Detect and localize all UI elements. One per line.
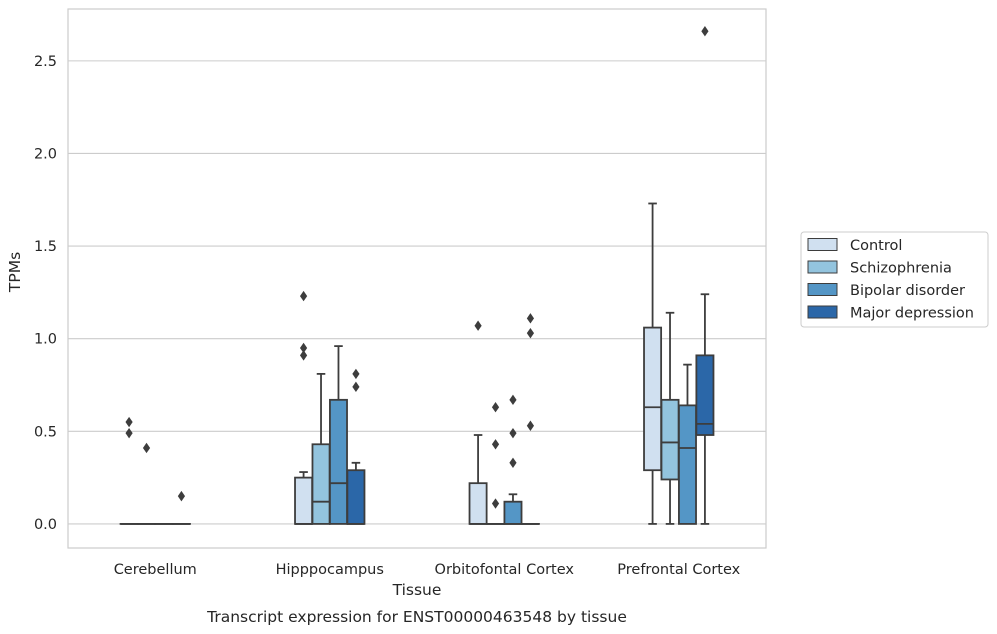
box — [503, 500, 523, 525]
outlier-point — [701, 26, 709, 37]
legend-swatch — [807, 305, 838, 319]
box-schizophrenia-0 — [137, 442, 156, 525]
legend-frame — [800, 231, 989, 328]
y-axis-ticks: 0.0 0.5 1.0 1.5 2.0 2.5 — [34, 54, 57, 533]
y-tick-label: 1.5 — [34, 239, 57, 255]
box — [346, 469, 366, 525]
outlier-point — [352, 381, 360, 393]
plot-frame — [67, 8, 767, 549]
outlier-point — [491, 498, 500, 509]
box-schizophrenia-2 — [486, 402, 505, 525]
outlier-point — [509, 394, 517, 406]
box-major-depression-2 — [520, 313, 540, 525]
outlier-point — [352, 368, 360, 380]
x-axis-ticks: Cerebellum Hipppocampus Orbitofontal Corte… — [114, 562, 741, 578]
outlier-point — [526, 420, 535, 431]
box — [329, 398, 348, 525]
outlier-point — [526, 327, 535, 339]
box-bipolar-disorder-1 — [329, 345, 348, 525]
box-schizophrenia-3 — [660, 311, 680, 525]
box-control-1 — [294, 290, 314, 525]
outlier-point — [526, 313, 535, 324]
x-tick-label: Orbitofontal Cortex — [435, 562, 575, 578]
box-major-depression-1 — [346, 368, 366, 525]
outlier-point — [509, 457, 517, 468]
box-control-0 — [119, 416, 139, 525]
box — [468, 482, 488, 525]
box-major-depression-3 — [695, 26, 715, 525]
outlier-point — [299, 342, 308, 354]
box-control-2 — [468, 320, 488, 525]
outlier-point — [491, 439, 500, 450]
legend: Control Schizophrenia Bipolar disorder Majo… — [800, 231, 989, 328]
box — [660, 398, 680, 481]
outlier-point — [299, 290, 308, 302]
legend-label: Schizophrenia — [850, 261, 952, 277]
y-tick-label: 2.0 — [34, 146, 57, 162]
x-tick-label: Cerebellum — [114, 562, 197, 578]
outlier-point — [125, 427, 133, 439]
legend-swatch — [807, 260, 838, 274]
box — [695, 354, 715, 436]
legend-swatch — [807, 283, 838, 296]
box-schizophrenia-1 — [311, 372, 331, 525]
x-tick-label: Prefrontal Cortex — [617, 562, 740, 578]
x-axis-label: Tissue — [392, 581, 442, 599]
legend-label: Major depression — [850, 306, 974, 322]
legend-swatch — [807, 238, 838, 251]
chart-caption: Transcript expression for ENST0000046354… — [206, 608, 627, 626]
box-control-3 — [643, 202, 663, 525]
legend-label: Control — [850, 238, 902, 254]
outlier-point — [299, 350, 308, 361]
y-tick-label: 2.5 — [34, 54, 57, 70]
outlier-point — [125, 416, 133, 428]
y-tick-label: 0.0 — [34, 517, 57, 533]
box-bipolar-disorder-2 — [503, 394, 523, 525]
box-bipolar-disorder-3 — [678, 363, 697, 525]
box — [678, 404, 697, 525]
y-tick-label: 1.0 — [34, 332, 57, 348]
box — [294, 476, 314, 525]
legend-label: Bipolar disorder — [850, 283, 965, 299]
outlier-point — [509, 427, 517, 439]
box-plot-marks — [119, 26, 715, 525]
outlier-point — [474, 320, 482, 331]
box — [311, 443, 331, 525]
outlier-point — [142, 442, 151, 454]
box — [643, 326, 663, 472]
outlier-point — [177, 490, 186, 502]
outlier-point — [491, 402, 500, 413]
x-tick-label: Hipppocampus — [276, 562, 384, 578]
y-axis-label: TPMs — [6, 252, 24, 293]
box-major-depression-0 — [171, 490, 191, 525]
y-tick-label: 0.5 — [34, 424, 57, 440]
